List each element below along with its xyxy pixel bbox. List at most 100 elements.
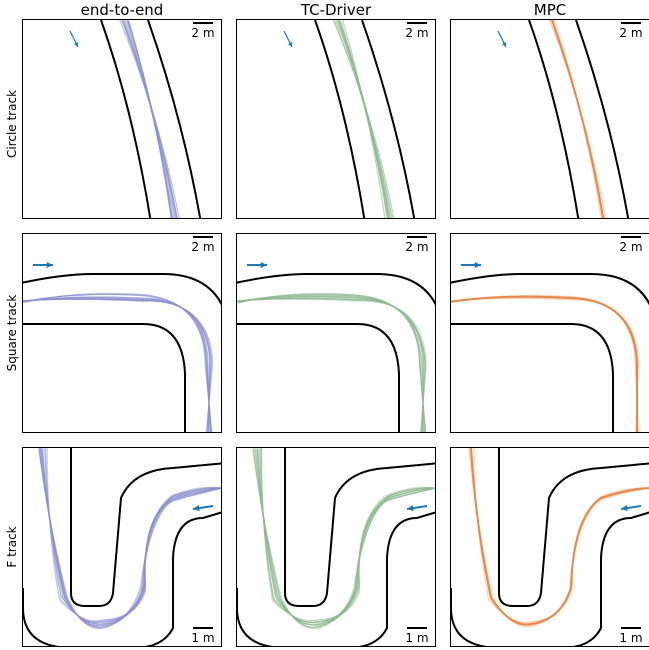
trajectory-line xyxy=(339,20,388,218)
trajectory-line xyxy=(237,293,426,432)
trajectory-line xyxy=(335,20,392,218)
row-label-square: Square track xyxy=(5,294,19,372)
trajectory-line xyxy=(23,298,211,432)
trajectory-line xyxy=(256,448,435,626)
trajectory-line xyxy=(119,20,180,218)
trajectory-line xyxy=(237,297,425,432)
trajectory-line xyxy=(332,20,395,218)
scale-bar-line xyxy=(407,236,427,238)
trajectory-line xyxy=(42,448,221,625)
track-outer-boundary xyxy=(100,20,152,218)
track-panel-r1-c2: 2 m xyxy=(450,233,649,433)
trajectory-line xyxy=(126,20,173,218)
trajectory-line xyxy=(23,298,213,432)
trajectory-line xyxy=(123,20,176,218)
trajectory-line xyxy=(40,448,221,623)
column-title-tc-driver: TC-Driver xyxy=(300,1,372,19)
track-outer-boundary xyxy=(237,273,435,306)
trajectory-line xyxy=(337,20,390,218)
trajectory-line xyxy=(23,296,212,432)
trajectory-line xyxy=(333,20,393,218)
trajectory-line xyxy=(124,20,175,218)
trajectory-line xyxy=(335,20,392,218)
trajectory-line xyxy=(252,449,435,629)
trajectory-line xyxy=(23,294,212,432)
trajectory-line xyxy=(237,297,424,432)
track-panel-r2-c2: 1 m xyxy=(450,447,649,647)
track-outer-boundary xyxy=(23,511,221,646)
trajectory-line xyxy=(340,20,388,218)
track-plot xyxy=(451,448,649,646)
trajectory-line xyxy=(237,296,427,432)
trajectory-line xyxy=(254,448,435,629)
trajectory-line xyxy=(122,20,177,218)
trajectory-line xyxy=(39,448,221,624)
trajectory-line xyxy=(127,20,172,218)
trajectory-line xyxy=(237,296,425,432)
scale-bar: 2 m xyxy=(183,22,221,40)
scale-bar-label: 2 m xyxy=(405,240,429,254)
scale-bar-line xyxy=(193,627,213,629)
scale-bar-line xyxy=(621,236,641,238)
trajectory-line xyxy=(125,20,174,218)
track-inner-boundary xyxy=(147,20,202,218)
trajectory-line xyxy=(451,297,639,432)
trajectory-line xyxy=(23,298,212,432)
trajectory-line xyxy=(23,296,211,432)
scale-bar: 1 m xyxy=(183,627,221,645)
trajectory-line xyxy=(338,20,389,218)
track-plot xyxy=(497,20,630,218)
track-inner-boundary xyxy=(575,20,630,218)
trajectory-line xyxy=(257,448,435,626)
scale-bar-label: 1 m xyxy=(405,631,429,645)
trajectory-line xyxy=(45,448,221,629)
trajectory-line xyxy=(237,298,425,432)
trajectory-line xyxy=(23,296,211,432)
trajectory-line xyxy=(256,448,435,626)
trajectory-line xyxy=(469,448,649,627)
track-inner-boundary xyxy=(361,20,416,218)
trajectory-line xyxy=(38,448,221,626)
trajectory-line xyxy=(238,298,427,432)
trajectory-line xyxy=(23,293,211,432)
trajectory-line xyxy=(256,448,435,628)
trajectory-line xyxy=(23,293,213,432)
trajectory-line xyxy=(24,293,213,432)
trajectory-line xyxy=(259,448,435,623)
trajectory-line xyxy=(122,20,177,218)
trajectory-line xyxy=(257,448,435,623)
trajectory-line xyxy=(237,293,426,432)
trajectory-line xyxy=(23,298,211,432)
trajectory-line xyxy=(23,298,212,432)
trajectory-line xyxy=(451,295,639,432)
direction-arrow-icon xyxy=(74,42,78,47)
trajectory-line xyxy=(451,294,639,432)
trajectory-line xyxy=(121,20,178,218)
trajectory-line xyxy=(24,298,213,432)
scale-bar-label: 2 m xyxy=(619,240,643,254)
trajectory-line xyxy=(123,20,176,218)
trajectory-line xyxy=(260,448,435,624)
trajectory-line xyxy=(468,448,649,625)
direction-arrow-icon xyxy=(502,42,506,47)
track-plot xyxy=(23,448,221,646)
scale-bar-label: 1 m xyxy=(619,631,643,645)
scale-bar: 2 m xyxy=(397,22,435,40)
track-panel-r2-c1: 1 m xyxy=(236,447,436,647)
trajectory-line xyxy=(259,448,435,623)
trajectory-line xyxy=(451,297,640,432)
track-outer-boundary xyxy=(451,511,649,646)
scale-bar: 1 m xyxy=(397,627,435,645)
trajectory-line xyxy=(41,448,221,624)
trajectory-line xyxy=(451,297,639,432)
track-plot xyxy=(69,20,202,218)
trajectory-line xyxy=(127,20,172,218)
trajectory-line xyxy=(23,297,212,432)
scale-bar-label: 2 m xyxy=(191,26,215,40)
track-panel-r0-c2: 2 m xyxy=(450,19,649,219)
trajectory-line xyxy=(337,20,391,218)
trajectory-line xyxy=(40,448,221,627)
trajectory-line xyxy=(451,295,639,432)
track-plot xyxy=(237,448,435,646)
trajectory-line xyxy=(469,448,649,627)
